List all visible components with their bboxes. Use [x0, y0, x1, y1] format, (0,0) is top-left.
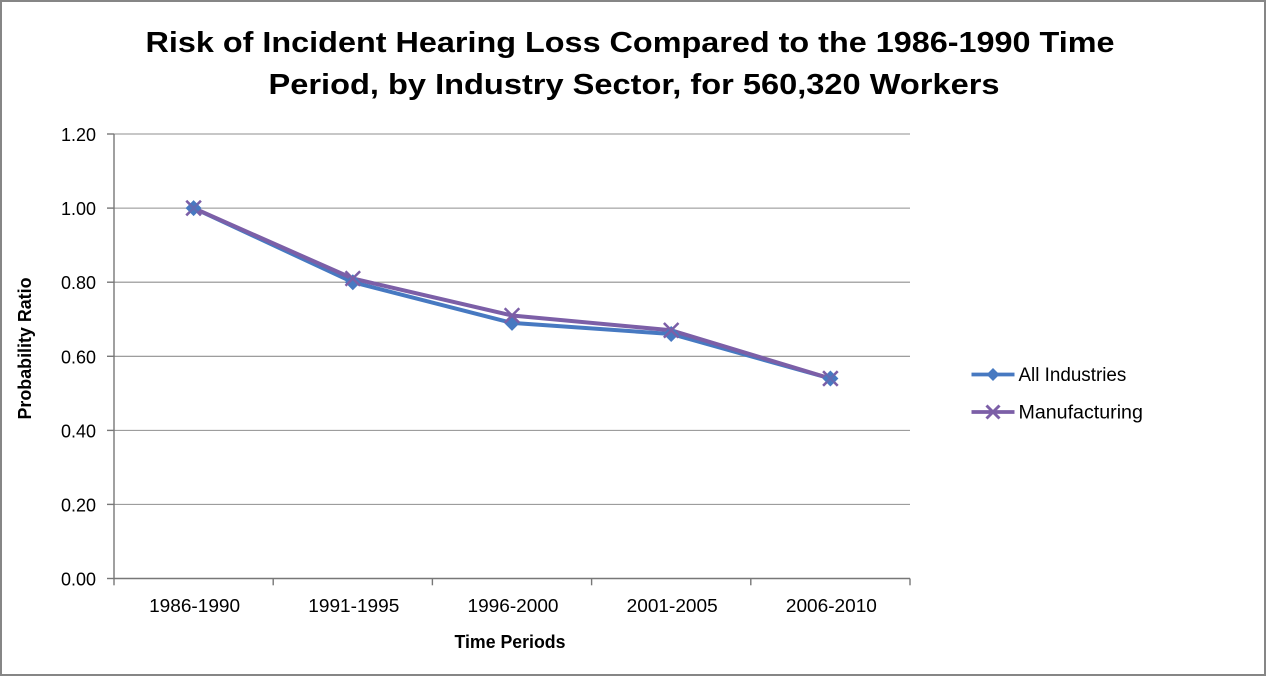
- svg-text:All Industries: All Industries: [1019, 365, 1127, 386]
- svg-text:Time Periods: Time Periods: [455, 632, 566, 652]
- svg-text:1.00: 1.00: [61, 199, 96, 219]
- svg-text:1996-2000: 1996-2000: [468, 596, 559, 616]
- svg-text:0.40: 0.40: [61, 421, 96, 441]
- svg-text:0.20: 0.20: [61, 495, 96, 515]
- svg-text:2001-2005: 2001-2005: [627, 596, 718, 616]
- svg-text:Risk of Incident Hearing Loss: Risk of Incident Hearing Loss Compared t…: [146, 27, 1115, 59]
- svg-text:2006-2010: 2006-2010: [786, 596, 877, 616]
- svg-text:1991-1995: 1991-1995: [308, 596, 399, 616]
- svg-text:0.60: 0.60: [61, 347, 96, 367]
- svg-text:0.00: 0.00: [61, 570, 96, 590]
- svg-text:1.20: 1.20: [61, 125, 96, 145]
- svg-text:Period, by Industry Sector, fo: Period, by Industry Sector, for 560,320 …: [269, 69, 1000, 101]
- svg-text:Probability Ratio: Probability Ratio: [15, 277, 35, 419]
- svg-text:1986-1990: 1986-1990: [149, 596, 240, 616]
- svg-text:Manufacturing: Manufacturing: [1019, 403, 1143, 424]
- svg-text:0.80: 0.80: [61, 273, 96, 293]
